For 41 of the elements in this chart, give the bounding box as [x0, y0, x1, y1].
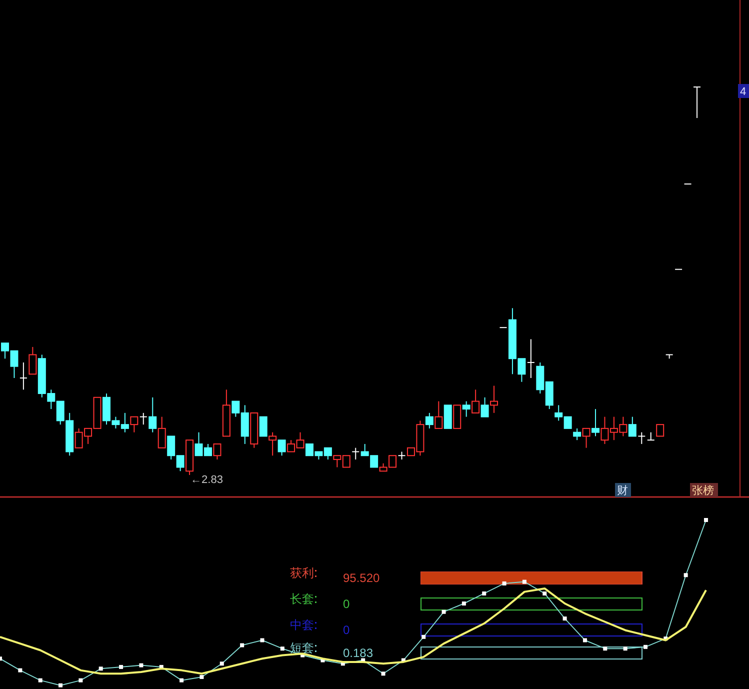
- candlestick: [148, 396, 157, 433]
- candlestick: [582, 428, 590, 448]
- candlestick: [352, 447, 360, 460]
- candlestick: [398, 451, 406, 460]
- candlestick: [490, 385, 498, 414]
- candlestick: [434, 400, 443, 429]
- candlestick: [158, 416, 166, 448]
- candlestick: [425, 412, 434, 429]
- candlestick: [472, 389, 480, 414]
- candlestick: [646, 432, 655, 441]
- candlestick: [526, 338, 535, 378]
- candlestick: [213, 443, 222, 460]
- candlestick: [28, 346, 37, 375]
- candlestick: [592, 408, 600, 437]
- candlestick: [19, 362, 28, 390]
- text: 张榜: [692, 484, 714, 497]
- data-label: 95.520: [343, 571, 380, 585]
- candlestick: [130, 416, 138, 433]
- candlestick: [268, 432, 277, 456]
- text: 4: [740, 86, 746, 98]
- category-label: 长套: [290, 592, 314, 606]
- candlestick: [656, 424, 664, 437]
- text: 财: [617, 484, 628, 497]
- candlestick: [693, 86, 701, 119]
- candlestick: [259, 416, 268, 437]
- candlestick: [453, 404, 462, 429]
- candlestick: [628, 416, 636, 437]
- candlestick: [480, 396, 489, 418]
- candlestick: [139, 412, 148, 426]
- candlestick: [444, 404, 452, 429]
- candlestick: [638, 432, 646, 444]
- candlestick: [573, 428, 582, 441]
- data-label: 0.183: [343, 646, 374, 660]
- data-label: 0: [343, 623, 350, 637]
- candlestick: [462, 400, 470, 418]
- candlestick: [278, 440, 286, 456]
- category-label: 中套: [290, 618, 314, 632]
- data-label: 0: [343, 597, 350, 611]
- annotation: ←2.83: [190, 474, 223, 486]
- category-label: 获利: [290, 566, 314, 580]
- category-label: 短套: [290, 641, 314, 655]
